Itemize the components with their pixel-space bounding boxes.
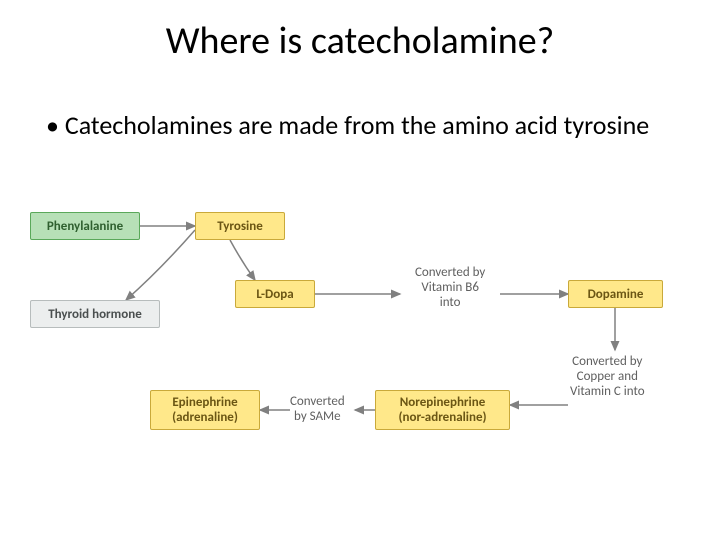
label-lsam: Converted by SAMe xyxy=(290,395,345,425)
node-phe: Phenylalanine xyxy=(30,212,140,240)
node-ldo: L-Dopa xyxy=(235,280,315,308)
node-nor: Norepinephrine (nor-adrenaline) xyxy=(375,390,510,430)
bullet-text: Catecholamines are made from the amino a… xyxy=(46,110,666,141)
slide-title: Where is catecholamine? xyxy=(0,18,720,64)
node-thy: Thyroid hormone xyxy=(30,300,160,328)
label-lcop: Converted by Copper and Vitamin C into xyxy=(570,355,645,400)
pathway-diagram: Phenylalanine Tyrosine Thyroid hormone L-Do… xyxy=(20,200,700,455)
node-epi: Epinephrine (adrenaline) xyxy=(150,390,260,430)
node-tyr: Tyrosine xyxy=(195,212,285,240)
node-dop: Dopamine xyxy=(568,280,663,308)
label-lb6: Converted by Vitamin B6 into xyxy=(415,266,485,311)
